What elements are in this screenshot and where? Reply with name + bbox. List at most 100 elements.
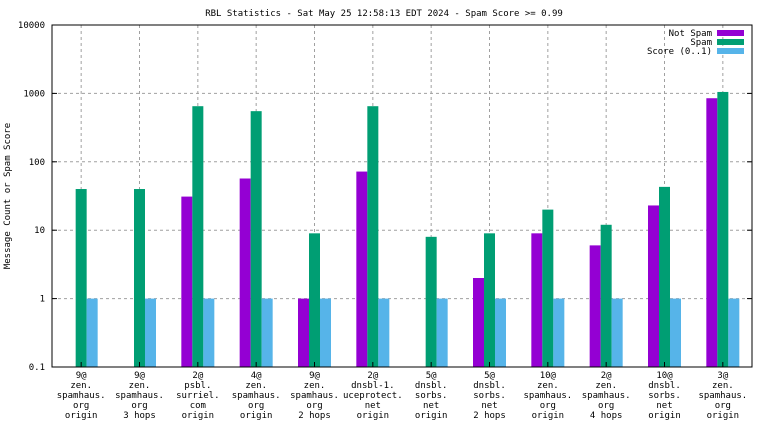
bar-score-0-1 [203, 298, 215, 367]
x-tick-label: spamhaus. [523, 391, 572, 401]
bar-spam [367, 106, 379, 368]
bar-score-0-1 [436, 298, 448, 367]
bar-not-spam [298, 298, 309, 367]
x-tick-label: org [540, 401, 556, 411]
plot-border [51, 24, 753, 368]
x-tick-label: com [190, 401, 206, 411]
x-tick-label: spamhaus. [290, 391, 339, 401]
tick-labels: 0.11101001000100009@zen.spamhaus.orgorig… [18, 21, 747, 421]
bar-score-0-1 [378, 298, 390, 367]
x-tick-label: net [423, 401, 439, 411]
bar-score-0-1 [145, 298, 156, 367]
bar-spam [75, 189, 87, 367]
x-tick-label: spamhaus. [582, 391, 631, 401]
bar-score-0-1 [728, 298, 740, 367]
x-tick-label: 3@ [717, 371, 728, 381]
x-tick-label: org [131, 401, 147, 411]
x-tick-label: 2 hops [298, 411, 331, 421]
x-tick-label: dnsbl. [648, 381, 681, 391]
x-tick-label: org [306, 401, 322, 411]
bar-score-0-1 [611, 298, 623, 367]
x-tick-label: 2 hops [473, 411, 506, 421]
bar-score-0-1 [553, 298, 565, 367]
bar-score-0-1 [261, 298, 273, 367]
x-tick-label: origin [415, 411, 448, 421]
bar-spam [309, 233, 320, 367]
bar-spam [192, 106, 204, 368]
y-axis-label: Message Count or Spam Score [3, 123, 13, 269]
y-tick-label: 100 [29, 158, 45, 168]
y-tick-label: 0.1 [29, 363, 45, 373]
x-tick-label: spamhaus. [698, 391, 747, 401]
legend-label: Score (0..1) [647, 47, 712, 57]
x-tick-label: sorbs. [415, 391, 448, 401]
bar-spam [484, 233, 495, 367]
bar-not-spam [181, 196, 193, 367]
x-tick-label: net [656, 401, 672, 411]
x-tick-label: origin [532, 411, 565, 421]
bar-not-spam [239, 178, 251, 367]
x-tick-label: 9@ [76, 371, 87, 381]
x-tick-label: 5@ [426, 371, 437, 381]
bar-not-spam [356, 171, 368, 367]
x-tick-label: zen. [304, 381, 326, 391]
bar-spam [425, 236, 437, 367]
x-tick-label: zen. [712, 381, 734, 391]
x-tick-label: org [73, 401, 89, 411]
x-tick-label: 10@ [540, 371, 557, 381]
bar-not-spam [589, 245, 601, 367]
x-tick-label: dnsbl. [415, 381, 448, 391]
x-tick-label: net [481, 401, 497, 411]
x-tick-label: org [248, 401, 264, 411]
x-tick-label: 2@ [367, 371, 378, 381]
x-tick-label: net [365, 401, 381, 411]
bar-score-0-1 [320, 298, 331, 367]
bar-not-spam [706, 98, 718, 367]
chart-title: RBL Statistics - Sat May 25 12:58:13 EDT… [205, 9, 563, 19]
legend-label: Not Spam [669, 29, 712, 39]
x-tick-label: zen. [245, 381, 267, 391]
x-tick-label: spamhaus. [57, 391, 106, 401]
bar-spam [659, 186, 670, 367]
x-tick-label: 3 hops [123, 411, 156, 421]
x-tick-label: org [715, 401, 731, 411]
x-tick-label: origin [65, 411, 98, 421]
x-tick-label: 2@ [192, 371, 203, 381]
x-tick-label: spamhaus. [115, 391, 164, 401]
x-tick-label: 9@ [309, 371, 320, 381]
axes [51, 24, 753, 368]
bar-spam [717, 91, 729, 367]
x-tick-label: 4 hops [590, 411, 623, 421]
x-tick-label: psbl. [184, 381, 211, 391]
x-tick-label: zen. [537, 381, 559, 391]
x-tick-label: zen. [595, 381, 617, 391]
x-tick-label: 2@ [601, 371, 612, 381]
legend-swatch [717, 39, 744, 45]
x-tick-label: spamhaus. [232, 391, 281, 401]
x-tick-label: zen. [70, 381, 92, 391]
y-tick-label: 1000 [23, 89, 45, 99]
x-tick-label: 5@ [484, 371, 495, 381]
x-tick-label: origin [707, 411, 740, 421]
bar-spam [600, 224, 612, 367]
y-tick-label: 1 [40, 295, 45, 305]
bar-score-0-1 [495, 298, 506, 367]
bar-not-spam [473, 278, 484, 367]
grid-lines [52, 25, 752, 367]
x-tick-label: dnsbl-1. [351, 381, 394, 391]
x-tick-label: origin [182, 411, 215, 421]
x-tick-label: sorbs. [648, 391, 681, 401]
bar-spam [542, 209, 554, 367]
y-tick-label: 10000 [18, 21, 45, 31]
legend-swatch [717, 48, 744, 54]
legend-swatch [717, 30, 744, 36]
bar-not-spam [531, 233, 543, 367]
x-tick-label: origin [357, 411, 390, 421]
x-tick-label: org [598, 401, 614, 411]
legend-label: Spam [690, 38, 712, 48]
x-tick-label: origin [648, 411, 681, 421]
bar-spam [250, 111, 262, 367]
bars [75, 91, 740, 368]
